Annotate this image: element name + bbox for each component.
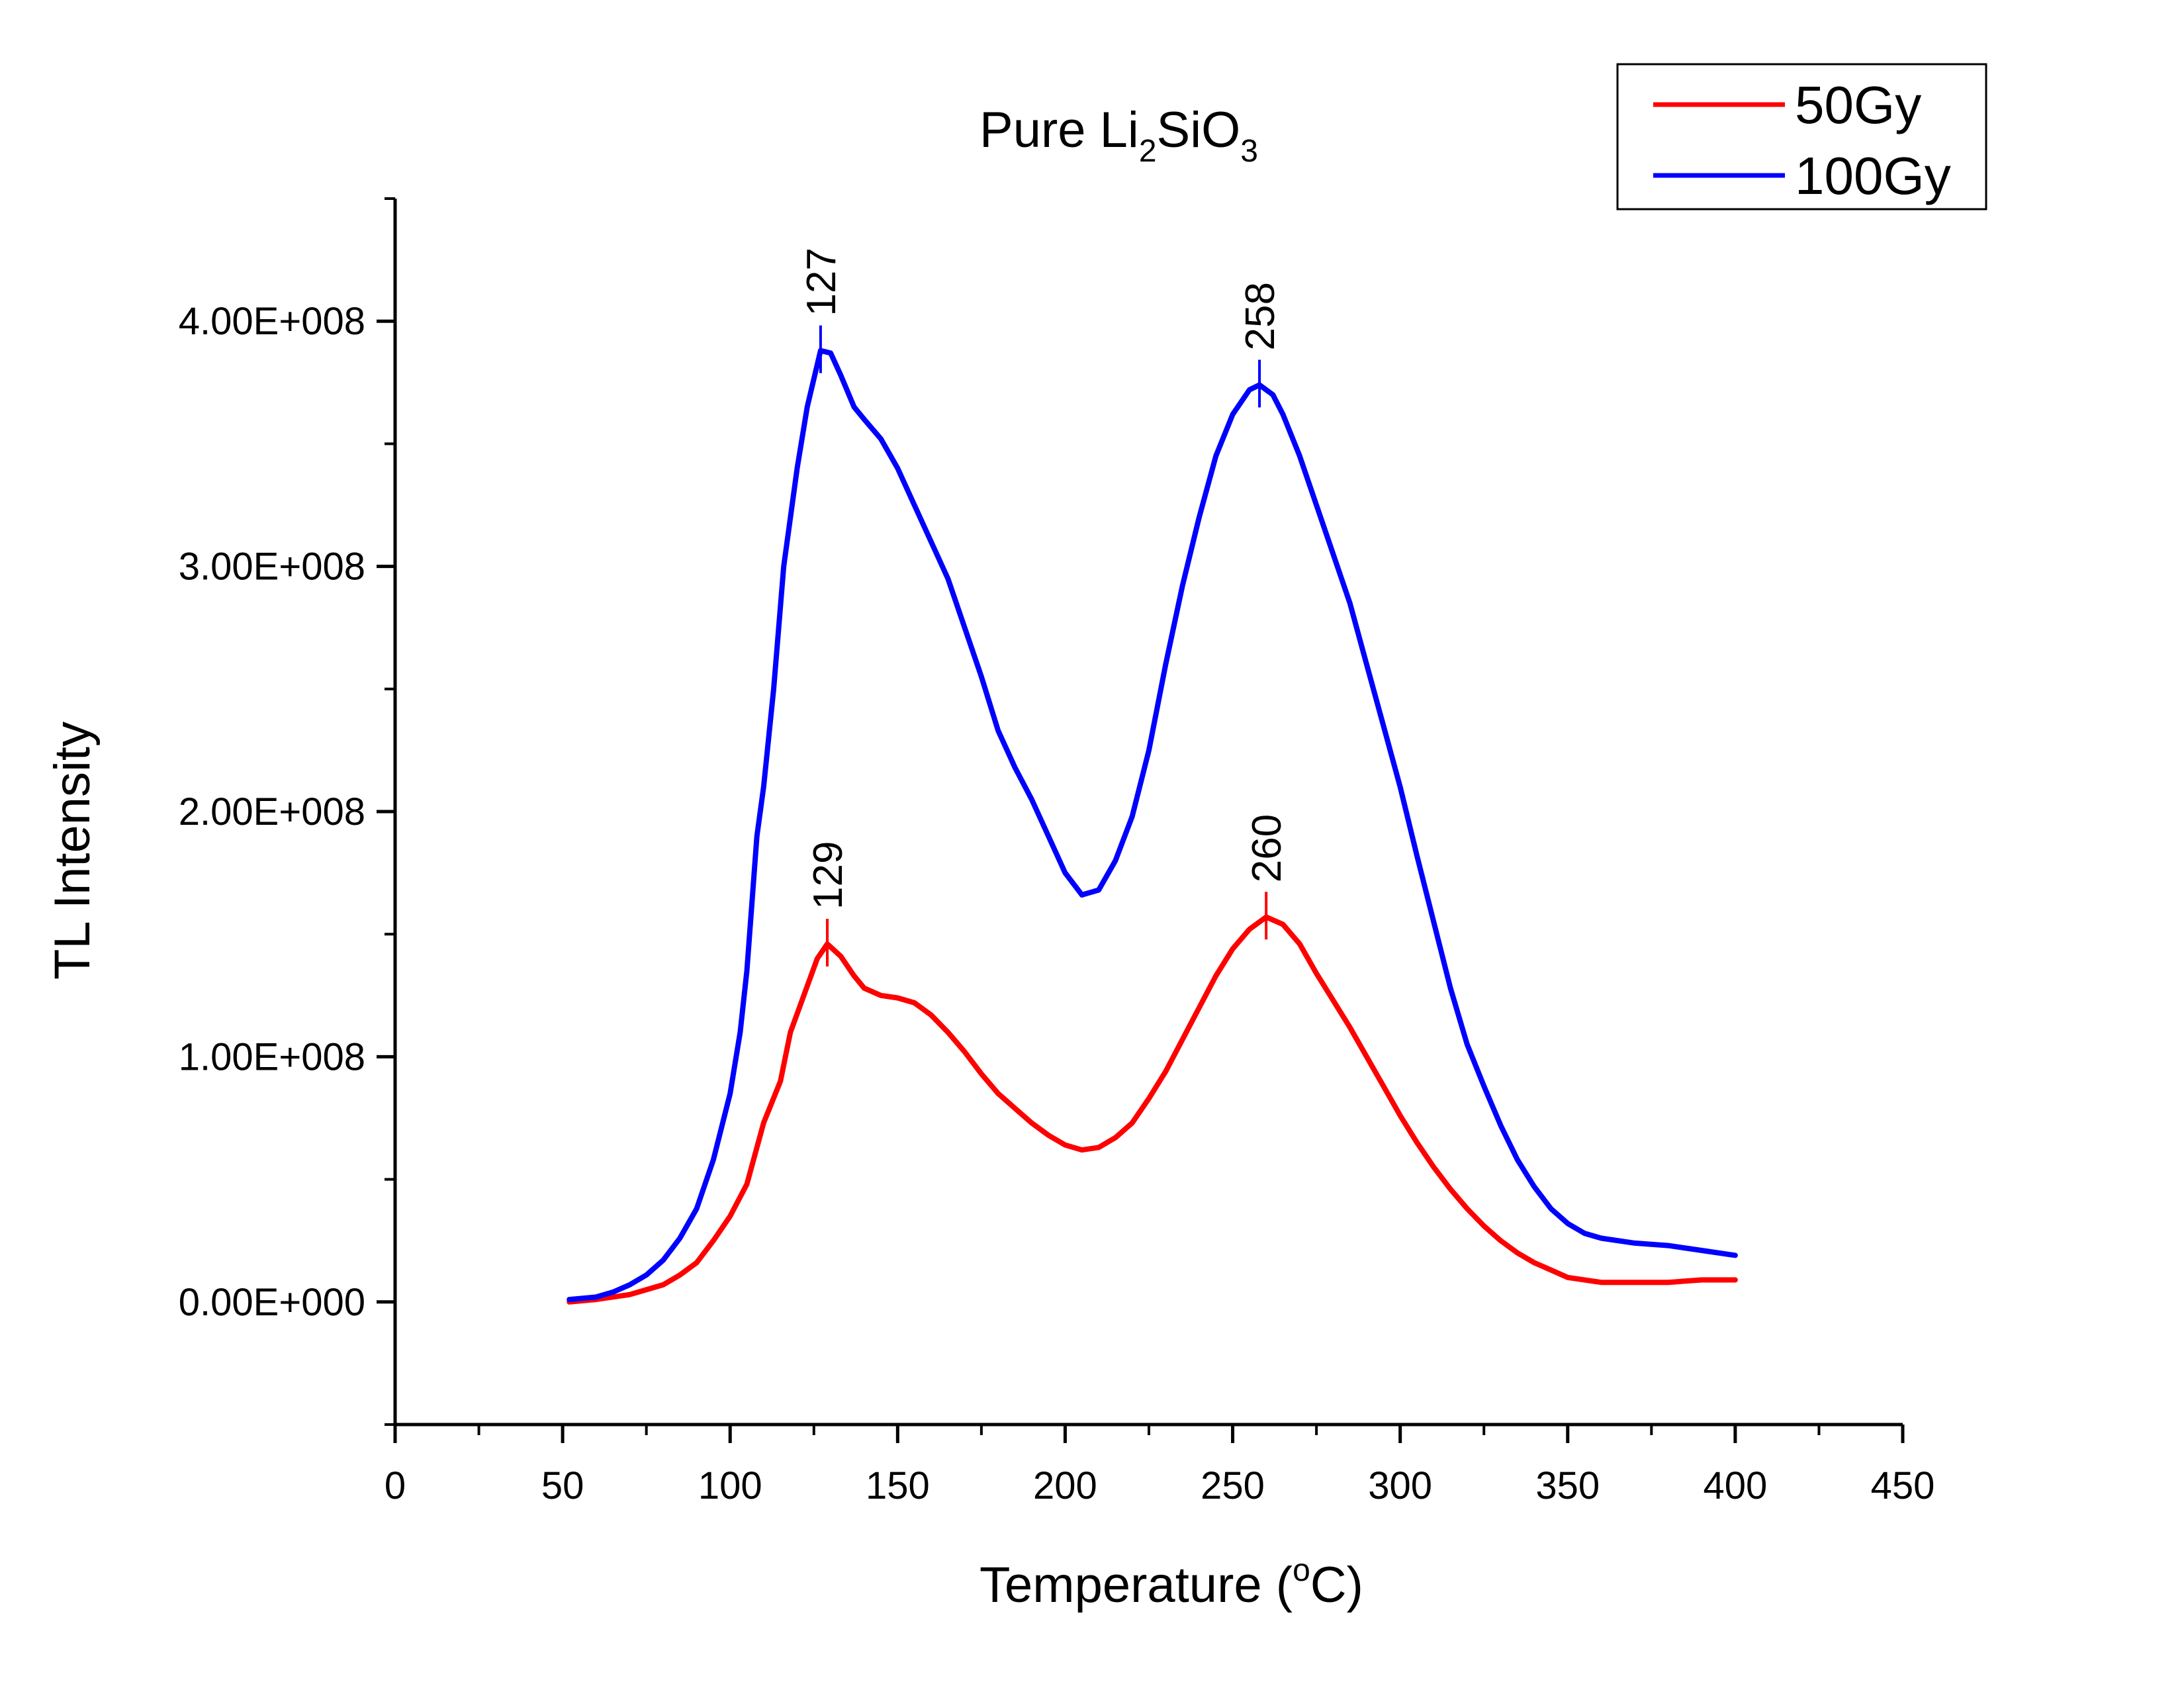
x-axis-ticks: 0 50 100 150 200 250 300 350 400 450: [385, 1425, 1935, 1507]
series-layer: [567, 348, 1738, 1305]
x-tick-label: 400: [1703, 1464, 1767, 1507]
x-tick-label: 200: [1033, 1464, 1097, 1507]
peak-label: 260: [1244, 814, 1290, 882]
x-axis-title: Temperature (oC): [979, 1553, 1363, 1613]
x-tick-label: 100: [698, 1464, 762, 1507]
x-tick-label: 300: [1368, 1464, 1432, 1507]
series-line-100gy: [567, 348, 1738, 1303]
y-axis-ticks: 0.00E+000 1.00E+008 2.00E+008 3.00E+008 4.00…: [179, 197, 395, 1426]
legend-label-50gy: 50Gy: [1795, 75, 1921, 134]
y-tick-label: 3.00E+008: [179, 545, 365, 588]
peak-annotations: 127 258 129 260: [799, 248, 1290, 967]
x-tick-label: 150: [866, 1464, 930, 1507]
x-tick-label: 0: [385, 1464, 406, 1507]
x-tick-label: 350: [1535, 1464, 1600, 1507]
x-tick-label: 250: [1201, 1464, 1265, 1507]
y-tick-label: 2.00E+008: [179, 790, 365, 833]
legend-box: [1616, 63, 1987, 211]
y-tick-label: 0.00E+000: [179, 1281, 365, 1324]
peak-label: 258: [1238, 282, 1283, 350]
series-line-50gy: [567, 914, 1738, 1305]
legend-label-100gy: 100Gy: [1795, 146, 1951, 205]
peak-label: 129: [805, 841, 851, 910]
x-tick-label: 450: [1871, 1464, 1935, 1507]
y-axis-title: TL Intensity: [44, 722, 101, 980]
x-tick-label: 50: [541, 1464, 584, 1507]
legend: 50Gy 100Gy: [1616, 63, 1987, 211]
axes: [393, 199, 1903, 1427]
y-tick-label: 4.00E+008: [179, 300, 365, 343]
chart-title: Pure Li2SiO3: [979, 102, 1258, 169]
y-tick-label: 1.00E+008: [179, 1035, 365, 1078]
peak-label: 127: [799, 248, 844, 316]
